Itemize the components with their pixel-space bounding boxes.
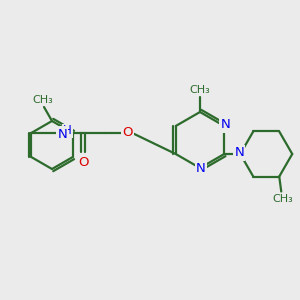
Text: H: H [63,124,72,137]
Text: O: O [122,127,133,140]
Text: N: N [234,146,244,160]
Text: CH₃: CH₃ [190,85,210,95]
Text: CH₃: CH₃ [273,194,294,203]
Text: O: O [78,155,88,169]
Text: N: N [196,163,206,176]
Text: N: N [220,118,230,131]
Text: N: N [57,128,67,140]
Text: CH₃: CH₃ [33,95,53,105]
